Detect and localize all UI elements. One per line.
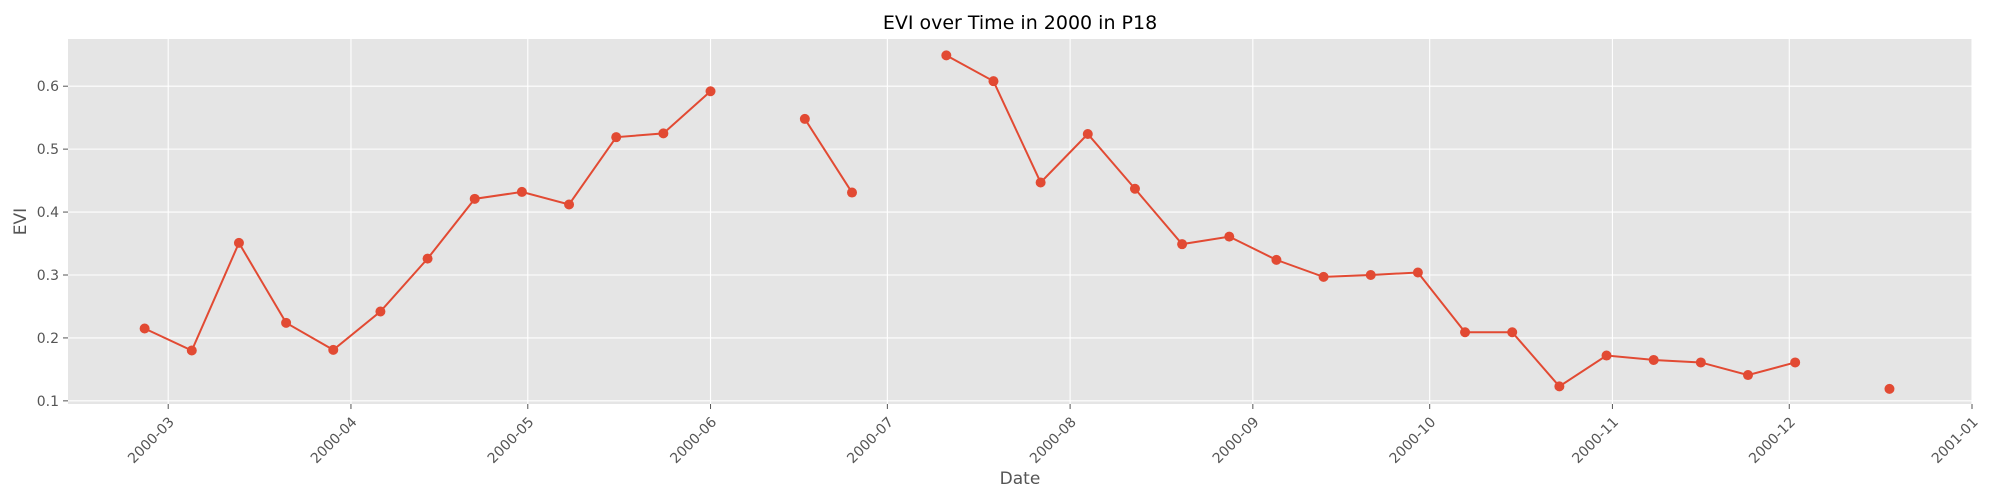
data-point <box>1412 267 1423 278</box>
grid-lines <box>68 39 1973 404</box>
data-point <box>1743 370 1753 381</box>
data-point <box>611 132 622 143</box>
y-tick-label: 0.2 <box>37 331 59 347</box>
data-point <box>564 199 575 210</box>
chart-title: EVI over Time in 2000 in P18 <box>883 12 1157 34</box>
data-point <box>1035 177 1046 188</box>
data-point <box>139 323 150 334</box>
data-point <box>941 50 952 61</box>
data-point <box>1318 271 1329 282</box>
y-tick-label: 0.5 <box>37 142 59 158</box>
x-tick-label: 2000-12 <box>1746 414 1799 467</box>
data-point <box>1790 357 1801 368</box>
series-evi <box>139 50 1895 394</box>
data-point <box>1460 327 1471 338</box>
data-point <box>1648 354 1659 365</box>
data-point <box>233 237 244 248</box>
data-point <box>1224 231 1235 242</box>
x-tick-label: 2000-06 <box>667 414 720 467</box>
data-point <box>1177 239 1188 250</box>
data-point <box>1507 327 1518 338</box>
y-tick-label: 0.1 <box>37 394 59 410</box>
x-tick-label: 2000-07 <box>844 414 897 467</box>
x-tick-label: 2000-10 <box>1387 414 1440 467</box>
x-tick-label: 2000-11 <box>1569 414 1622 467</box>
data-point <box>1695 357 1706 368</box>
data-point <box>705 86 716 97</box>
y-axis-label: EVI <box>11 208 31 235</box>
y-tick-label: 0.3 <box>37 268 59 284</box>
x-axis-label: Date <box>1000 469 1041 489</box>
data-point <box>1884 383 1895 394</box>
data-point <box>281 317 292 328</box>
x-tick-label: 2000-04 <box>308 414 361 467</box>
data-point <box>988 76 999 87</box>
data-point <box>1082 129 1093 140</box>
data-point <box>658 128 669 139</box>
data-point <box>1129 183 1140 194</box>
y-tick-label: 0.4 <box>37 205 59 221</box>
x-tick-label: 2000-08 <box>1027 414 1080 467</box>
data-point <box>422 253 433 264</box>
x-tick-label: 2000-09 <box>1210 414 1263 467</box>
series-line <box>804 118 853 194</box>
data-point <box>847 187 857 198</box>
data-point <box>328 344 339 355</box>
x-tick-label: 2001-01 <box>1929 414 1982 467</box>
data-point <box>1365 269 1376 280</box>
plot-background <box>68 39 1972 404</box>
data-point <box>1554 381 1565 392</box>
data-point <box>1271 254 1282 265</box>
data-point <box>375 306 386 317</box>
data-point <box>186 345 197 356</box>
data-point <box>516 186 527 197</box>
x-tick-label: 2000-03 <box>125 414 178 467</box>
data-point <box>799 113 810 124</box>
data-point <box>1601 350 1612 361</box>
x-tick-label: 2000-05 <box>485 414 538 467</box>
y-tick-label: 0.6 <box>37 79 59 95</box>
data-point <box>469 193 480 204</box>
